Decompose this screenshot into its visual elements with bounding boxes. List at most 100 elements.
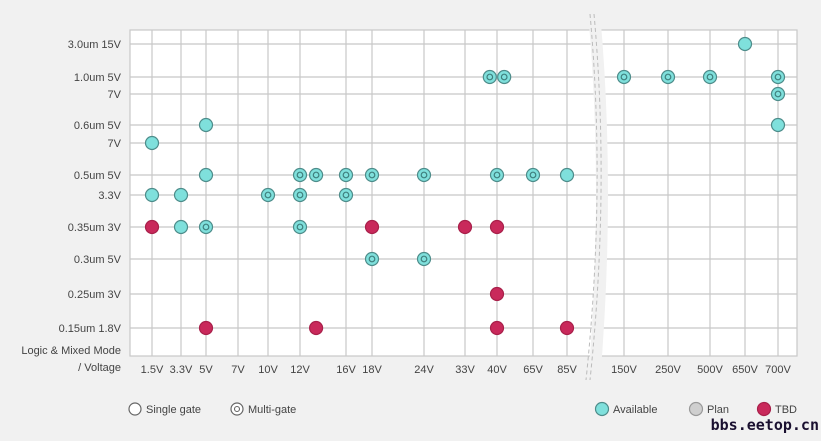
marker-outer	[739, 38, 752, 51]
marker-outer	[340, 169, 353, 182]
legend-label: TBD	[775, 404, 797, 416]
x-tick-label: 85V	[557, 364, 577, 376]
data-point	[294, 189, 307, 202]
row-label: 0.3um 5V	[74, 254, 122, 266]
row-label: 0.5um 5V	[74, 170, 122, 182]
x-tick-label: 150V	[611, 364, 637, 376]
marker-outer	[200, 322, 213, 335]
marker-outer	[366, 169, 379, 182]
marker-outer	[294, 189, 307, 202]
data-point	[310, 169, 323, 182]
data-point	[418, 169, 431, 182]
data-point	[175, 189, 188, 202]
data-point	[618, 71, 631, 84]
data-point	[704, 71, 717, 84]
data-point	[739, 38, 752, 51]
x-tick-label: 250V	[655, 364, 681, 376]
legend-available-icon	[596, 403, 609, 416]
row-label: 3.0um 15V	[68, 39, 122, 51]
x-tick-label: 500V	[697, 364, 723, 376]
marker-outer	[772, 88, 785, 101]
marker-outer	[561, 322, 574, 335]
x-tick-label: 65V	[523, 364, 543, 376]
data-point	[175, 221, 188, 234]
data-point	[200, 169, 213, 182]
data-point	[772, 71, 785, 84]
data-point	[366, 169, 379, 182]
marker-outer	[200, 119, 213, 132]
data-point	[200, 221, 213, 234]
data-point	[340, 189, 353, 202]
row-label: 1.0um 5V	[74, 72, 122, 84]
row-label: 0.25um 3V	[68, 289, 122, 301]
legend-tbd-icon	[758, 403, 771, 416]
x-tick-label: 1.5V	[141, 364, 164, 376]
data-point	[527, 169, 540, 182]
marker-outer	[200, 169, 213, 182]
legend-single-gate-icon	[129, 403, 141, 415]
corner-label: / Voltage	[78, 362, 121, 374]
data-point	[772, 88, 785, 101]
legend-multi-gate-icon	[231, 403, 243, 415]
marker-outer	[366, 253, 379, 266]
marker-outer	[146, 189, 159, 202]
legend-label: Available	[613, 404, 657, 416]
data-point	[491, 288, 504, 301]
data-point	[146, 189, 159, 202]
data-point	[418, 253, 431, 266]
legend-label: Single gate	[146, 404, 201, 416]
marker-outer	[704, 71, 717, 84]
data-point	[200, 322, 213, 335]
marker-outer	[618, 71, 631, 84]
data-point	[561, 169, 574, 182]
row-label: 3.3V	[98, 190, 121, 202]
data-point	[498, 71, 511, 84]
marker-outer	[310, 322, 323, 335]
row-label: 0.15um 1.8V	[59, 323, 122, 335]
watermark: bbs.eetop.cn	[711, 416, 819, 434]
data-point	[294, 221, 307, 234]
row-label: 7V	[108, 138, 122, 150]
x-tick-label: 5V	[199, 364, 213, 376]
data-point	[491, 169, 504, 182]
marker-outer	[294, 221, 307, 234]
marker-outer	[418, 253, 431, 266]
data-point	[491, 322, 504, 335]
marker-outer	[483, 71, 496, 84]
x-tick-label: 3.3V	[170, 364, 193, 376]
row-label: 7V	[108, 89, 122, 101]
data-point	[483, 71, 496, 84]
x-tick-label: 12V	[290, 364, 310, 376]
x-tick-label: 700V	[765, 364, 791, 376]
data-point	[262, 189, 275, 202]
x-tick-label: 7V	[231, 364, 245, 376]
data-point	[662, 71, 675, 84]
marker-outer	[491, 322, 504, 335]
marker-outer	[175, 189, 188, 202]
data-point	[366, 253, 379, 266]
marker-outer	[491, 221, 504, 234]
data-point	[772, 119, 785, 132]
x-tick-label: 33V	[455, 364, 475, 376]
marker-outer	[459, 221, 472, 234]
row-label: 0.6um 5V	[74, 120, 122, 132]
data-point	[366, 221, 379, 234]
marker-outer	[146, 221, 159, 234]
legend-label: Plan	[707, 404, 729, 416]
marker-outer	[418, 169, 431, 182]
legend-label: Multi-gate	[248, 404, 296, 416]
marker-outer	[366, 221, 379, 234]
marker-outer	[200, 221, 213, 234]
marker-outer	[561, 169, 574, 182]
x-tick-label: 18V	[362, 364, 382, 376]
x-tick-label: 16V	[336, 364, 356, 376]
x-tick-label: 10V	[258, 364, 278, 376]
data-point	[340, 169, 353, 182]
marker-outer	[262, 189, 275, 202]
marker-outer	[772, 119, 785, 132]
marker-outer	[491, 169, 504, 182]
data-point	[294, 169, 307, 182]
legend-plan-icon	[690, 403, 703, 416]
x-tick-label: 650V	[732, 364, 758, 376]
